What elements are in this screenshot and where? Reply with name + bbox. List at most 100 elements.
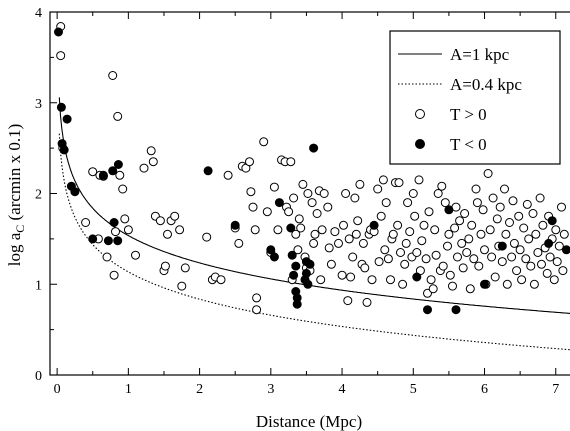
y-axis-title-units: (arcmin x 0.1) xyxy=(5,124,24,225)
x-tick-label: 0 xyxy=(54,382,61,397)
data-point-t-positive xyxy=(160,261,170,271)
data-point-t-positive xyxy=(458,263,468,273)
legend-label: T < 0 xyxy=(450,135,487,154)
data-point-t-positive xyxy=(501,229,511,239)
data-point-t-positive xyxy=(445,270,455,280)
data-point-t-positive xyxy=(337,270,347,280)
y-tick-label: 2 xyxy=(35,188,42,203)
x-tick-label: 3 xyxy=(267,382,274,397)
data-point-t-positive xyxy=(381,198,391,208)
data-point-t-negative xyxy=(103,236,113,246)
data-point-t-positive xyxy=(424,207,434,217)
y-tick-label: 1 xyxy=(35,278,42,293)
data-point-t-positive xyxy=(410,211,420,221)
data-point-t-positive xyxy=(341,189,351,198)
curves-layer xyxy=(58,97,570,351)
data-point-t-positive xyxy=(386,275,395,285)
data-point-t-positive xyxy=(131,250,140,260)
data-point-t-positive xyxy=(309,238,319,248)
x-tick-label: 1 xyxy=(125,382,132,397)
data-point-t-positive xyxy=(464,234,474,244)
legend-label: T > 0 xyxy=(450,105,487,124)
data-point-t-positive xyxy=(155,216,165,226)
data-point-t-positive xyxy=(474,261,484,271)
data-point-t-negative xyxy=(113,236,123,246)
data-point-t-positive xyxy=(388,229,398,239)
y-axis-title-main: log a xyxy=(5,232,24,266)
data-point-t-positive xyxy=(495,202,505,212)
data-point-t-positive xyxy=(405,227,415,237)
data-point-t-positive xyxy=(396,248,405,257)
data-point-t-positive xyxy=(316,275,326,285)
data-point-t-positive xyxy=(317,225,327,235)
data-point-t-positive xyxy=(559,229,569,239)
data-point-t-positive xyxy=(517,275,527,285)
data-point-t-positive xyxy=(528,209,538,218)
data-point-t-positive xyxy=(450,223,460,233)
y-axis-title-subscript: C xyxy=(13,225,27,233)
data-point-t-positive xyxy=(355,179,365,189)
data-point-t-positive xyxy=(485,225,495,235)
data-point-t-negative xyxy=(303,279,313,289)
data-point-t-positive xyxy=(286,157,296,167)
data-point-t-positive xyxy=(346,272,356,282)
data-point-t-positive xyxy=(175,225,185,235)
data-point-t-positive xyxy=(139,163,149,173)
data-point-t-positive xyxy=(448,281,457,291)
data-point-t-positive xyxy=(428,284,438,294)
data-point-t-positive xyxy=(444,229,454,239)
data-point-t-positive xyxy=(56,51,66,61)
data-point-t-positive xyxy=(259,137,269,147)
data-point-t-positive xyxy=(310,229,320,239)
data-point-t-positive xyxy=(170,211,180,221)
x-tick-label: 4 xyxy=(339,382,346,397)
data-point-t-positive xyxy=(460,209,470,218)
data-point-t-positive xyxy=(558,266,568,276)
data-point-t-negative xyxy=(203,166,213,176)
data-point-t-positive xyxy=(537,259,546,269)
data-point-t-positive xyxy=(252,305,262,315)
data-point-t-positive xyxy=(483,169,493,178)
data-point-t-positive xyxy=(462,248,472,257)
data-point-t-positive xyxy=(471,184,481,194)
data-point-t-negative xyxy=(369,220,379,230)
y-tick-label: 0 xyxy=(35,369,42,384)
data-point-t-positive xyxy=(245,157,254,167)
data-point-t-positive xyxy=(303,189,313,198)
data-point-t-positive xyxy=(216,275,226,285)
data-point-t-positive xyxy=(374,257,384,267)
data-point-t-positive xyxy=(469,254,479,264)
data-point-t-positive xyxy=(500,184,509,194)
data-point-t-positive xyxy=(431,250,441,260)
data-point-t-positive xyxy=(519,223,529,233)
data-point-t-positive xyxy=(438,261,448,271)
data-point-t-positive xyxy=(455,216,465,226)
data-point-t-positive xyxy=(202,232,212,242)
data-point-t-positive xyxy=(476,229,486,239)
data-point-t-negative xyxy=(266,245,276,255)
data-point-t-positive xyxy=(334,238,343,248)
data-point-t-positive xyxy=(284,207,294,217)
data-point-t-positive xyxy=(478,205,488,215)
data-point-t-negative xyxy=(59,145,69,155)
data-point-t-positive xyxy=(88,167,98,177)
data-point-t-positive xyxy=(535,193,545,203)
data-point-t-positive xyxy=(343,296,353,306)
data-point-t-positive xyxy=(400,259,410,269)
data-point-t-positive xyxy=(234,238,244,248)
y-axis-title: log aC (arcmin x 0.1) xyxy=(5,124,27,267)
data-point-t-positive xyxy=(81,218,91,227)
data-point-t-negative xyxy=(289,270,299,280)
data-point-t-positive xyxy=(148,157,158,167)
data-point-t-positive xyxy=(480,245,489,255)
data-point-t-positive xyxy=(367,275,377,285)
data-point-t-positive xyxy=(408,189,418,198)
data-point-t-positive xyxy=(394,178,404,188)
data-point-t-positive xyxy=(353,216,363,226)
data-point-t-positive xyxy=(430,225,440,235)
data-point-t-positive xyxy=(412,248,422,257)
data-point-t-positive xyxy=(383,254,393,264)
data-point-t-positive xyxy=(529,279,539,289)
legend-marker-sample xyxy=(415,109,425,119)
data-point-t-positive xyxy=(502,279,512,289)
